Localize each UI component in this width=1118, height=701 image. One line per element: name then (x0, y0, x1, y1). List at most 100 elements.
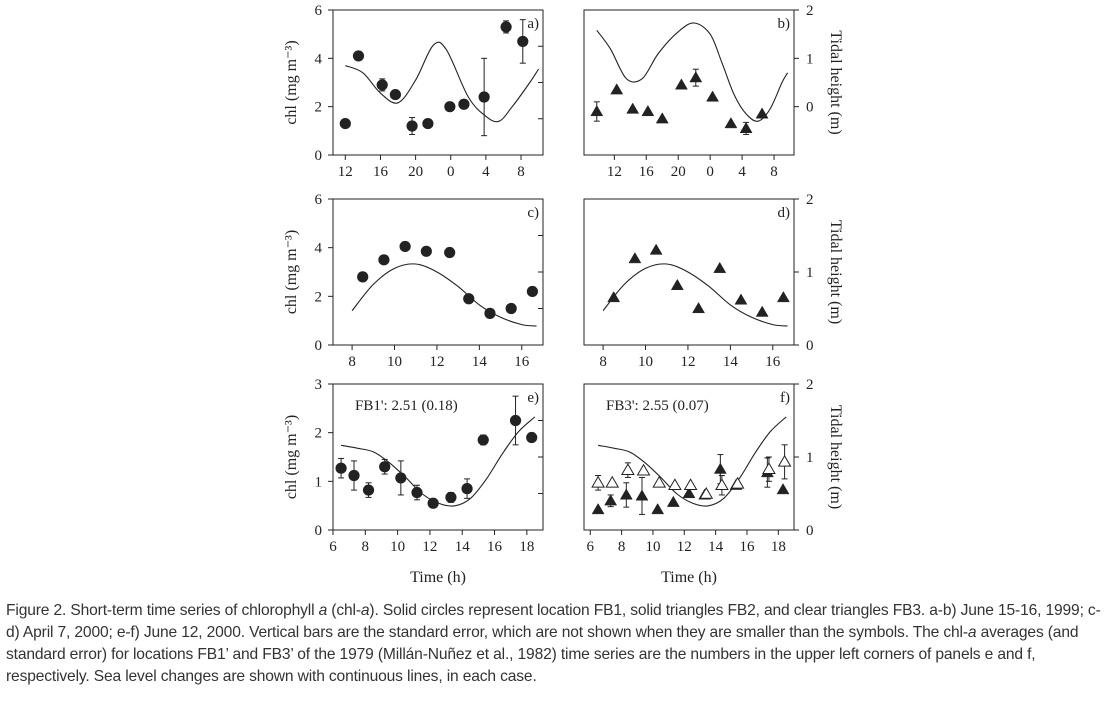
data-point-fb2 (724, 117, 738, 129)
panel-a: 12 16 20 0 4 8 0 2 4 6 chl (mg m⁻³) a) (283, 3, 544, 180)
x-tick-label: 16 (639, 164, 655, 180)
data-point-fb2 (713, 462, 727, 474)
x-tick-label: 0 (447, 164, 455, 180)
x-tick-label: 16 (487, 539, 503, 555)
data-point-fb2 (635, 489, 649, 501)
data-point-fb1 (399, 240, 411, 253)
y-axis-label: chl (mg m⁻³) (283, 230, 300, 314)
x-tick-label: 14 (455, 539, 471, 555)
data-point-fb1 (335, 462, 347, 474)
caption-part-4: averages (and standard error) for locati… (6, 624, 1079, 685)
y-tick-label: 2 (315, 100, 323, 116)
x-tick-label: 10 (387, 354, 402, 370)
data-point-fb1 (348, 469, 360, 482)
data-point-fb1 (378, 254, 390, 266)
tide-line (596, 22, 789, 122)
data-point-fb3 (605, 475, 620, 488)
data-point-fb2 (666, 495, 680, 507)
x-tick-label: 12 (338, 164, 353, 180)
x-tick-label: 8 (599, 354, 607, 370)
y2-tick-label: 2 (806, 377, 814, 393)
y-tick-label: 4 (315, 241, 323, 257)
data-point-fb1 (463, 293, 475, 305)
data-point-fb3 (591, 475, 605, 488)
data-point-fb2 (610, 83, 624, 95)
y2-tick-label: 0 (806, 100, 814, 116)
y-tick-label: 4 (315, 51, 323, 67)
data-point-fb1 (505, 302, 517, 315)
panel-annotation: FB3': 2.55 (0.07) (606, 398, 709, 414)
data-point-fb3 (715, 478, 729, 491)
data-point-fb2 (689, 71, 703, 83)
y-tick-label: 3 (315, 377, 323, 393)
panel-label: d) (778, 205, 791, 221)
data-point-fb2 (628, 252, 642, 264)
x-tick-label: 4 (482, 164, 490, 180)
data-point-fb1 (422, 117, 434, 130)
data-point-fb3 (636, 463, 651, 476)
x-tick-label: 14 (708, 539, 724, 555)
data-point-fb1 (484, 307, 496, 319)
data-point-fb2 (619, 488, 633, 500)
data-point-fb2 (692, 302, 705, 314)
panel-label: a) (527, 16, 539, 32)
data-point-fb1 (445, 491, 457, 503)
data-point-fb2 (670, 278, 684, 290)
data-point-fb1 (517, 35, 529, 48)
y-tick-label: 2 (315, 426, 323, 442)
data-point-fb2 (626, 102, 640, 114)
x-tick-label: 8 (362, 539, 370, 555)
data-point-fb1 (500, 21, 512, 33)
data-point-fb2 (591, 503, 605, 515)
y2-tick-label: 2 (806, 192, 814, 208)
y-axis-label: chl (mg m⁻³) (283, 40, 300, 124)
data-point-fb3 (699, 486, 714, 499)
data-point-fb1 (352, 50, 365, 62)
data-point-fb2 (776, 291, 790, 303)
x-tick-label: 12 (422, 539, 437, 555)
data-point-fb3 (668, 478, 682, 491)
x-tick-label: 8 (517, 164, 525, 180)
data-point-fb2 (607, 291, 621, 303)
x-tick-label: 12 (429, 354, 444, 370)
caption-part-2: (chl- (327, 602, 361, 619)
y2-tick-label: 1 (806, 51, 814, 67)
tide-line (597, 416, 787, 507)
x-tick-label: 8 (618, 539, 626, 555)
x-tick-label: 16 (373, 164, 389, 180)
x-tick-label: 10 (645, 539, 660, 555)
y2-tick-label: 0 (806, 338, 814, 354)
panel-label: e) (527, 390, 539, 406)
data-point-fb2 (641, 105, 655, 117)
data-point-fb3 (777, 454, 792, 467)
data-point-fb1 (478, 91, 490, 103)
x-tick-label: 6 (329, 539, 337, 555)
data-point-fb1 (427, 497, 439, 509)
data-point-fb3 (621, 463, 635, 475)
y2-axis-label: Tidal height (m) (827, 30, 844, 134)
data-point-fb1 (526, 431, 538, 444)
data-point-fb1 (477, 434, 489, 446)
y-tick-label: 1 (315, 474, 323, 490)
data-point-fb1 (411, 486, 423, 499)
data-point-fb1 (444, 246, 456, 259)
y-tick-label: 0 (315, 148, 323, 164)
x-tick-label: 12 (607, 164, 622, 180)
data-point-fb1 (461, 483, 473, 495)
data-point-fb1 (362, 484, 375, 496)
x-tick-label: 12 (680, 354, 695, 370)
x-axis-label: Time (h) (410, 569, 466, 586)
x-axis-label: Time (h) (661, 569, 717, 586)
data-point-fb2 (755, 305, 769, 317)
x-tick-label: 6 (587, 539, 595, 555)
tide-line (345, 41, 540, 123)
y-tick-label: 2 (315, 289, 323, 305)
data-point-fb2 (590, 105, 604, 117)
data-point-fb3 (652, 475, 667, 488)
y-tick-label: 6 (315, 3, 323, 19)
data-point-fb2 (713, 261, 727, 273)
y-axis-label: chl (mg m⁻³) (283, 415, 300, 499)
